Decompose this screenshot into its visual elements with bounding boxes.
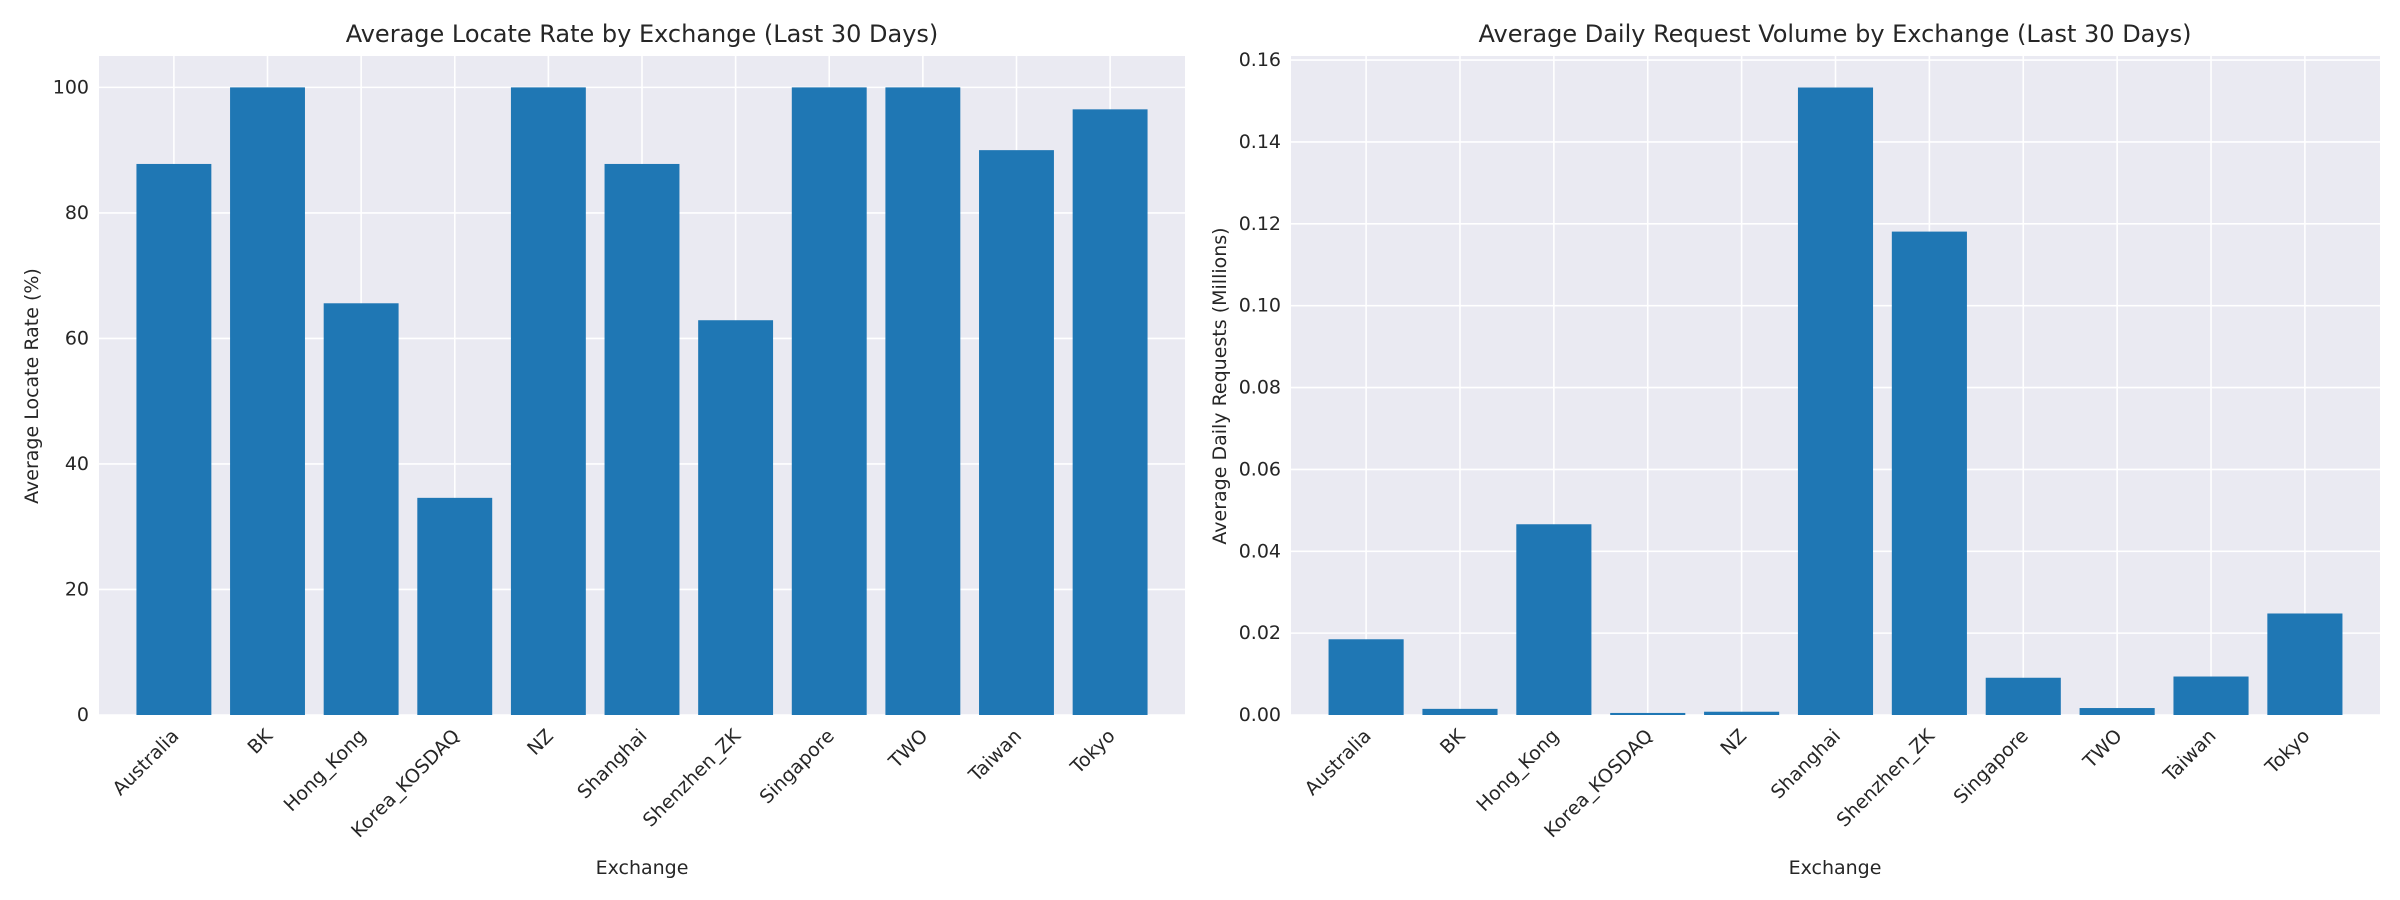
x-tick-label: Taiwan	[2159, 725, 2221, 787]
y-tick-label: 0.08	[1239, 377, 1281, 399]
y-tick-label: 100	[53, 76, 89, 98]
bar-bk	[1422, 708, 1498, 715]
x-axis-label: Exchange	[596, 857, 689, 879]
chart-title: Average Daily Request Volume by Exchange…	[1479, 20, 2192, 48]
bar-shenzhen-zk	[698, 320, 774, 715]
x-tick-label: Shanghai	[1767, 725, 1845, 803]
chart-title: Average Locate Rate by Exchange (Last 30…	[346, 20, 939, 48]
x-tick-label: TWO	[2078, 725, 2126, 773]
x-tick-label: BK	[243, 725, 277, 759]
y-tick-label: 0.00	[1239, 704, 1281, 726]
y-tick-label: 40	[65, 453, 89, 475]
x-tick-label: NZ	[1716, 725, 1751, 760]
y-tick-label: 0	[77, 704, 89, 726]
x-tick-label: Hong_Kong	[280, 725, 371, 816]
bar-korea-kosdaq	[1610, 712, 1686, 715]
bar-tokyo	[1072, 109, 1148, 716]
y-tick-labels: 0 20 40 60 80 100	[53, 76, 89, 726]
x-tick-label: Tokyo	[1066, 725, 1120, 779]
bar-singapore	[791, 87, 867, 715]
x-tick-label: Shanghai	[573, 725, 651, 803]
bar-hong-kong	[1516, 524, 1592, 715]
x-tick-label: Shenzhen_ZK	[1832, 725, 1939, 832]
y-tick-label: 20	[65, 578, 89, 600]
y-tick-label: 80	[65, 202, 89, 224]
y-tick-label: 0.14	[1239, 131, 1281, 153]
bar-nz	[1704, 711, 1780, 715]
x-tick-label: TWO	[884, 725, 932, 773]
bar-tokyo	[2267, 613, 2343, 715]
bar-korea-kosdaq	[417, 497, 493, 715]
y-tick-label: 0.06	[1239, 458, 1281, 480]
x-tick-label: Hong_Kong	[1472, 725, 1563, 816]
request-volume-chart: 0.00 0.02 0.04 0.06 0.08 0.10 0.12 0.14 0.16 Aus…	[1209, 20, 2380, 879]
y-tick-label: 0.02	[1239, 622, 1281, 644]
y-tick-label: 60	[65, 327, 89, 349]
bar-singapore	[1985, 677, 2061, 715]
x-tick-label: Australia	[108, 725, 183, 800]
x-tick-label: Singapore	[1949, 725, 2032, 808]
bar-hong-kong	[323, 303, 399, 715]
x-tick-label: Singapore	[755, 725, 838, 808]
bar-nz	[510, 87, 586, 715]
bar-two	[885, 87, 961, 715]
y-tick-label: 0.04	[1239, 540, 1281, 562]
bar-shenzhen-zk	[1891, 231, 1967, 715]
y-axis-label: Average Locate Rate (%)	[21, 268, 43, 504]
y-tick-label: 0.12	[1239, 213, 1281, 235]
bar-shanghai	[604, 163, 680, 716]
bars	[136, 87, 1148, 716]
bar-australia	[136, 163, 212, 716]
bar-two	[2079, 708, 2155, 715]
y-tick-label: 0.10	[1239, 295, 1281, 317]
bar-bk	[230, 87, 305, 715]
x-tick-label: Shenzhen_ZK	[639, 725, 746, 832]
x-tick-label: Australia	[1301, 725, 1376, 800]
x-tick-label: NZ	[523, 725, 558, 760]
y-axis-label: Average Daily Requests (Millions)	[1209, 227, 1231, 544]
y-tick-label: 0.16	[1239, 49, 1281, 71]
bar-shanghai	[1797, 87, 1874, 715]
y-tick-labels: 0.00 0.02 0.04 0.06 0.08 0.10 0.12 0.14 0.16	[1239, 49, 1281, 726]
bar-taiwan	[2173, 676, 2249, 715]
bar-australia	[1328, 639, 1404, 715]
bars	[1328, 87, 2343, 715]
x-axis-label: Exchange	[1789, 857, 1882, 879]
x-tick-label: Taiwan	[964, 725, 1026, 787]
bar-taiwan	[979, 150, 1054, 716]
x-tick-label: BK	[1436, 725, 1470, 759]
x-tick-label: Tokyo	[2261, 725, 2315, 779]
